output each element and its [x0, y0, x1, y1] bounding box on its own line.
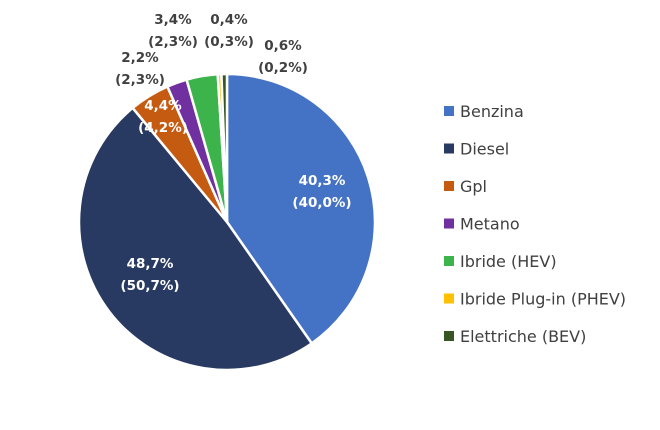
data-label-metano: 2,2% (2,3%) — [115, 50, 165, 88]
pie-slice-diesel — [77, 106, 313, 372]
legend-item-metano: Metano — [444, 215, 520, 234]
legend-label: Ibride Plug-in (PHEV) — [460, 290, 626, 309]
legend-item-elettriche-bev: Elettriche (BEV) — [444, 327, 586, 346]
legend-swatch — [444, 331, 454, 341]
legend-label: Ibride (HEV) — [460, 252, 557, 271]
legend-swatch — [444, 293, 454, 304]
legend-item-ibride-plug-in-phev: Ibride Plug-in (PHEV) — [444, 290, 626, 309]
legend-swatch — [444, 256, 454, 266]
data-label-ibride-plug-in-phev: 0,4% (0,3%) — [204, 12, 254, 50]
data-label-gpl: 4,4% (4,2%) — [138, 98, 188, 136]
legend-label: Diesel — [460, 140, 509, 159]
legend-item-benzina: Benzina — [444, 102, 524, 121]
legend-label: Elettriche (BEV) — [460, 327, 586, 346]
data-label-diesel: 48,7% (50,7%) — [120, 256, 179, 294]
data-labels: 40,3% (40,0%) 48,7% (50,7%) 4,4% (4,2%) 2,2% (2… — [115, 12, 351, 294]
legend-swatch — [444, 181, 454, 191]
legend-label: Gpl — [460, 177, 487, 196]
legend-swatch — [444, 218, 454, 229]
legend: Benzina Diesel Gpl Metano Ibride (HEV) Ibride… — [444, 102, 626, 346]
legend-swatch — [444, 143, 454, 154]
pie-slice-benzina — [225, 72, 377, 345]
legend-label: Metano — [460, 215, 520, 234]
legend-label: Benzina — [460, 102, 524, 121]
legend-item-diesel: Diesel — [444, 140, 509, 159]
legend-item-gpl: Gpl — [444, 177, 487, 196]
pie-slice-elettriche-bev — [220, 72, 229, 224]
data-label-elettriche-bev: 0,6% (0,2%) — [258, 38, 308, 76]
legend-item-ibride-hev: Ibride (HEV) — [444, 252, 557, 271]
data-label-benzina: 40,3% (40,0%) — [292, 173, 351, 211]
data-label-ibride-hev: 3,4% (2,3%) — [148, 12, 198, 50]
legend-swatch — [444, 106, 454, 116]
pie-slices — [77, 72, 377, 372]
